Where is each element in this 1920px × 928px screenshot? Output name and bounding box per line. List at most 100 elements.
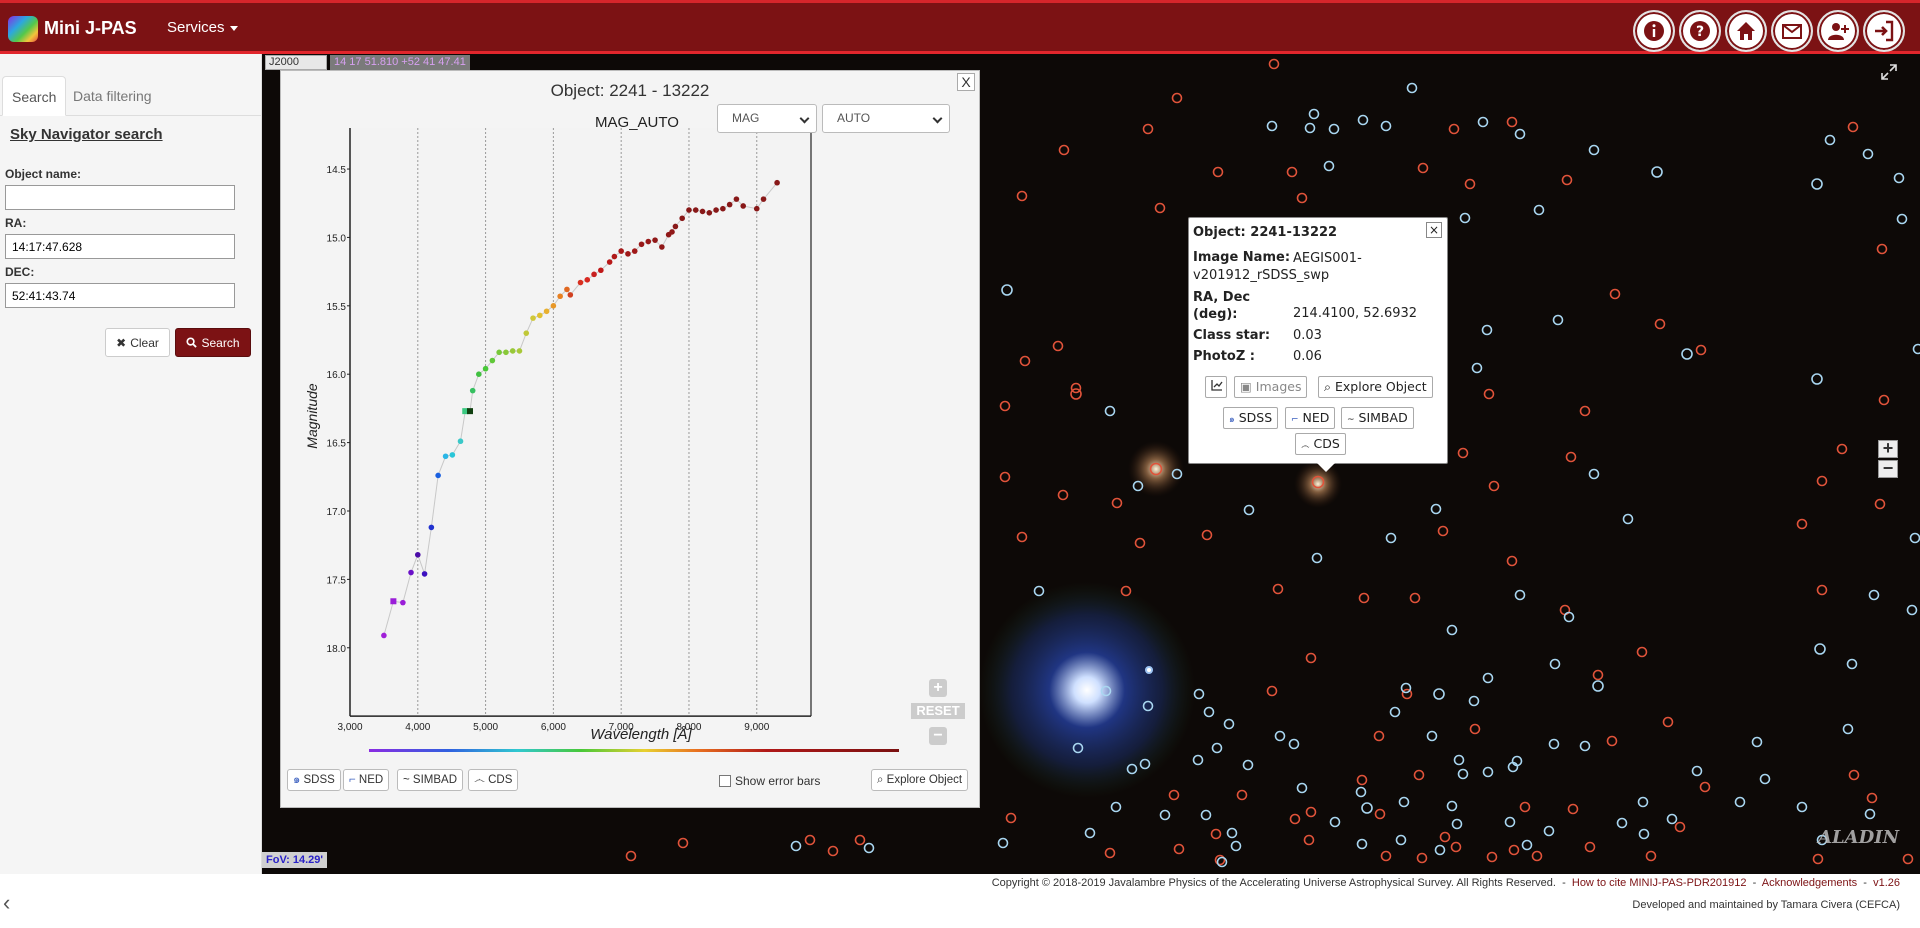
star-marker[interactable]: [1637, 796, 1649, 808]
star-marker[interactable]: [1909, 532, 1920, 544]
star-marker[interactable]: [1811, 373, 1823, 385]
star-marker[interactable]: [1308, 108, 1320, 120]
star-marker[interactable]: [1328, 123, 1340, 135]
galaxy-marker[interactable]: [1579, 405, 1591, 417]
galaxy-marker[interactable]: [1358, 592, 1370, 604]
star-marker[interactable]: [1433, 688, 1445, 700]
galaxy-marker[interactable]: [1836, 443, 1848, 455]
galaxy-marker[interactable]: [1210, 828, 1222, 840]
galaxy-marker[interactable]: [1448, 123, 1460, 135]
star-marker[interactable]: [1110, 801, 1122, 813]
acknowledgements-link[interactable]: Acknowledgements: [1761, 877, 1858, 889]
star-marker[interactable]: [1468, 695, 1480, 707]
galaxy-marker[interactable]: [1134, 537, 1146, 549]
star-marker[interactable]: [1126, 763, 1138, 775]
star-marker[interactable]: [1072, 742, 1084, 754]
star-marker[interactable]: [1139, 758, 1151, 770]
galaxy-marker[interactable]: [1450, 841, 1462, 853]
star-marker[interactable]: [1084, 827, 1096, 839]
star-marker[interactable]: [1549, 658, 1561, 670]
galaxy-marker[interactable]: [1120, 585, 1132, 597]
galaxy-marker[interactable]: [1592, 669, 1604, 681]
register-button[interactable]: [1817, 10, 1859, 52]
star-marker[interactable]: [1001, 284, 1013, 296]
galaxy-marker[interactable]: [1531, 850, 1543, 862]
star-marker[interactable]: [1203, 706, 1215, 718]
star-marker[interactable]: [1622, 513, 1634, 525]
galaxy-marker[interactable]: [1401, 688, 1413, 700]
galaxy-marker[interactable]: [1409, 592, 1421, 604]
galaxy-marker[interactable]: [1519, 801, 1531, 813]
chart-button[interactable]: [1205, 376, 1227, 398]
ned-link-button[interactable]: ⌐ NED: [343, 769, 390, 791]
star-marker[interactable]: [1430, 503, 1442, 515]
cds-link-button[interactable]: ෴ CDS: [468, 769, 519, 791]
star-marker[interactable]: [1171, 468, 1183, 480]
chart-zoom-out-button[interactable]: −: [929, 727, 947, 745]
star-marker[interactable]: [1796, 801, 1808, 813]
galaxy-marker[interactable]: [1305, 806, 1317, 818]
star-marker[interactable]: [1395, 834, 1407, 846]
star-marker[interactable]: [1816, 834, 1828, 846]
star-marker[interactable]: [1459, 212, 1471, 224]
star-marker[interactable]: [1355, 786, 1367, 798]
object-name-input[interactable]: [5, 185, 235, 210]
star-marker[interactable]: [1266, 120, 1278, 132]
galaxy-marker[interactable]: [1584, 841, 1596, 853]
star-marker[interactable]: [1616, 817, 1628, 829]
star-marker[interactable]: [1457, 768, 1469, 780]
galaxy-marker[interactable]: [1016, 531, 1028, 543]
galaxy-marker[interactable]: [1565, 451, 1577, 463]
galaxy-marker[interactable]: [1058, 144, 1070, 156]
star-marker[interactable]: [1651, 166, 1663, 178]
galaxy-marker[interactable]: [1413, 769, 1425, 781]
cite-link[interactable]: How to cite MINIJ-PAS-PDR201912: [1571, 877, 1747, 889]
images-button[interactable]: ▣ Images: [1234, 376, 1308, 398]
galaxy-marker[interactable]: [1311, 475, 1325, 489]
star-marker[interactable]: [1521, 839, 1533, 851]
star-marker[interactable]: [1906, 604, 1918, 616]
star-marker[interactable]: [1691, 765, 1703, 777]
star-marker[interactable]: [1868, 589, 1880, 601]
ra-input[interactable]: [5, 234, 235, 259]
cds-link-button[interactable]: ෴ CDS: [1295, 433, 1346, 455]
galaxy-marker[interactable]: [1816, 584, 1828, 596]
star-marker[interactable]: [1824, 134, 1836, 146]
info-button[interactable]: [1633, 10, 1675, 52]
galaxy-marker[interactable]: [854, 834, 866, 846]
galaxy-marker[interactable]: [1303, 834, 1315, 846]
galaxy-marker[interactable]: [677, 837, 689, 849]
galaxy-marker[interactable]: [1699, 781, 1711, 793]
galaxy-marker[interactable]: [1695, 344, 1707, 356]
star-marker[interactable]: [1100, 685, 1112, 697]
star-marker[interactable]: [1159, 809, 1171, 821]
star-marker[interactable]: [1751, 736, 1763, 748]
star-marker[interactable]: [1200, 809, 1212, 821]
galaxy-marker[interactable]: [1561, 174, 1573, 186]
aladin-logo[interactable]: ALADIN: [1818, 827, 1900, 848]
search-button[interactable]: Search: [175, 328, 251, 357]
star-marker[interactable]: [1446, 800, 1458, 812]
star-marker[interactable]: [1192, 754, 1204, 766]
star-marker[interactable]: [1588, 468, 1600, 480]
mail-button[interactable]: [1771, 10, 1813, 52]
star-marker[interactable]: [1406, 82, 1418, 94]
star-marker[interactable]: [1398, 796, 1410, 808]
galaxy-marker[interactable]: [1902, 853, 1914, 865]
star-marker[interactable]: [1446, 624, 1458, 636]
galaxy-marker[interactable]: [1201, 529, 1213, 541]
star-marker[interactable]: [1104, 405, 1116, 417]
galaxy-marker[interactable]: [1636, 646, 1648, 658]
clear-button[interactable]: ✖ Clear: [105, 328, 170, 357]
galaxy-marker[interactable]: [1289, 813, 1301, 825]
galaxy-marker[interactable]: [1268, 58, 1280, 70]
star-marker[interactable]: [1329, 816, 1341, 828]
star-marker[interactable]: [1563, 611, 1575, 623]
star-marker[interactable]: [1514, 589, 1526, 601]
galaxy-marker[interactable]: [1606, 735, 1618, 747]
star-marker[interactable]: [1507, 761, 1519, 773]
galaxy-marker[interactable]: [1437, 525, 1449, 537]
galaxy-marker[interactable]: [1070, 382, 1082, 394]
star-marker[interactable]: [1543, 825, 1555, 837]
zoom-out-button[interactable]: −: [1878, 459, 1898, 478]
